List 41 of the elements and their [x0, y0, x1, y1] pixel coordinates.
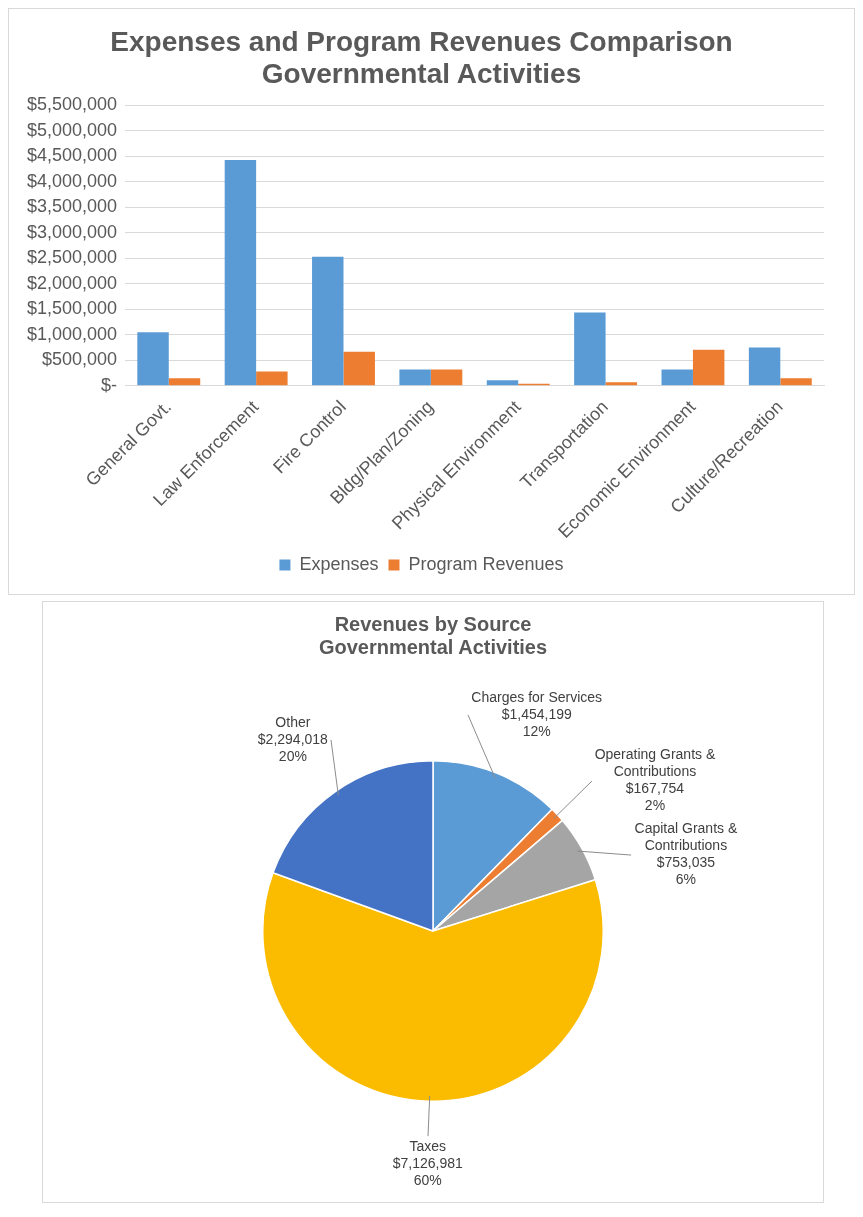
bar — [256, 371, 288, 386]
slice-label: Charges for Services — [471, 689, 603, 706]
bar — [137, 332, 169, 386]
bar — [486, 380, 519, 386]
bar — [574, 312, 606, 386]
bar — [430, 369, 463, 386]
bar — [780, 378, 812, 386]
y-tick-label: $1,500,000 — [26, 298, 118, 319]
data-label: $7,126,981 60% — [392, 1154, 463, 1188]
y-tick-label: $- — [101, 374, 118, 395]
data-label: $167,754 2% — [625, 780, 685, 814]
bar — [168, 378, 201, 386]
y-tick-label: $5,500,000 — [26, 94, 118, 115]
bar — [224, 159, 257, 386]
y-tick-label: $2,000,000 — [26, 272, 118, 293]
legend-label: Program Revenues — [408, 553, 564, 574]
y-tick-label: $500,000 — [42, 349, 118, 370]
data-label: $2,294,018 20% — [257, 731, 329, 765]
y-tick-label: $3,500,000 — [26, 196, 118, 217]
bar — [605, 382, 638, 386]
bar — [312, 256, 344, 386]
chart-title: Revenues by Source Governmental Activities — [318, 613, 548, 659]
y-tick-label: $5,000,000 — [26, 119, 118, 140]
slice-label: Taxes — [409, 1137, 447, 1154]
data-label: $753,035 6% — [656, 854, 716, 888]
bar — [399, 369, 431, 386]
legend-label: Expenses — [299, 553, 379, 574]
slice-label: Capital Grants & Contributions — [634, 820, 738, 854]
bar — [343, 351, 375, 386]
bar — [661, 369, 693, 386]
data-label: $1,454,199 12% — [501, 706, 572, 740]
slice-label: Other — [275, 714, 311, 731]
y-tick-label: $3,000,000 — [26, 221, 118, 242]
y-tick-label: $1,000,000 — [26, 323, 118, 344]
bar — [748, 347, 781, 386]
y-tick-label: $4,000,000 — [26, 170, 118, 191]
y-tick-label: $4,500,000 — [26, 145, 118, 166]
bar — [692, 349, 725, 386]
slice-label: Operating Grants & Contributions — [594, 746, 716, 780]
y-tick-label: $2,500,000 — [26, 247, 118, 268]
chart-title: Expenses and Program Revenues Comparison Governmental Activities — [110, 25, 733, 90]
